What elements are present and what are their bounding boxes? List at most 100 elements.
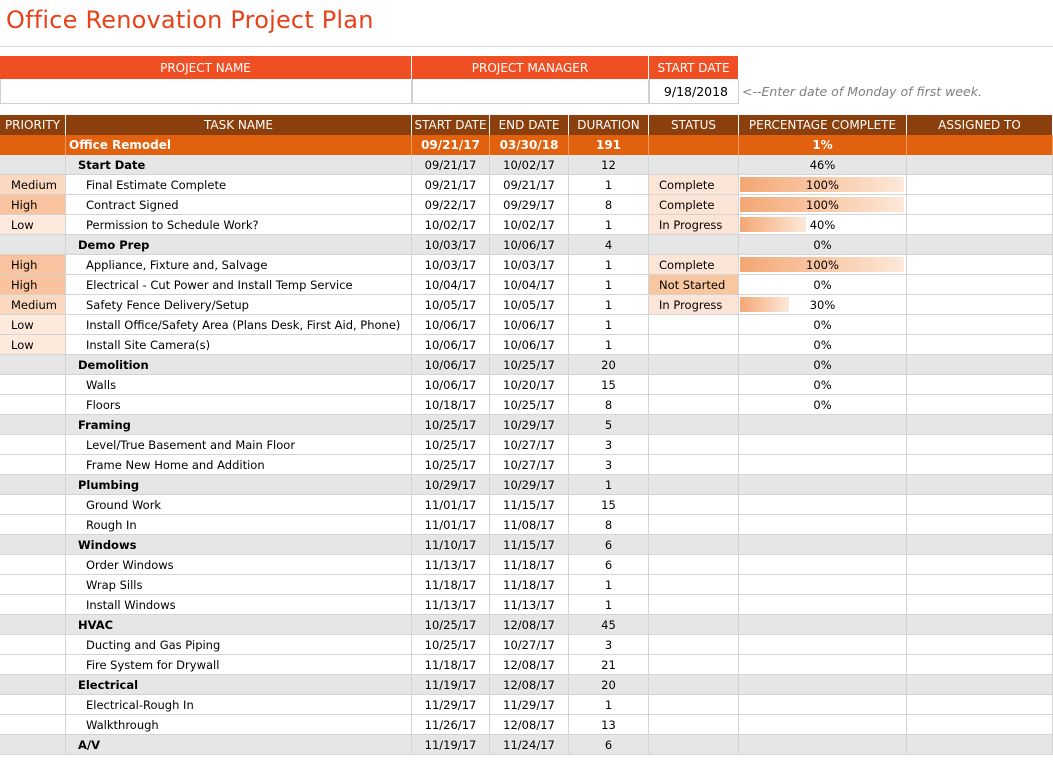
assigned-to-cell[interactable] [907, 255, 1053, 274]
group-row[interactable]: Demo Prep 10/03/17 10/06/17 4 0% [0, 235, 1053, 255]
duration-cell[interactable]: 20 [569, 675, 649, 694]
assigned-to-cell[interactable] [907, 695, 1053, 714]
duration-cell[interactable]: 6 [569, 735, 649, 754]
start-date-cell[interactable]: 11/29/17 [412, 695, 490, 714]
task-name-cell[interactable]: Rough In [66, 515, 412, 534]
status-cell[interactable] [649, 495, 739, 514]
duration-cell[interactable]: 8 [569, 395, 649, 414]
summary-row[interactable]: Office Remodel 09/21/17 03/30/18 191 1% [0, 135, 1053, 155]
task-row[interactable]: Low Permission to Schedule Work? 10/02/17 1… [0, 215, 1053, 235]
col-assigned-to[interactable]: ASSIGNED TO [907, 115, 1053, 135]
status-cell[interactable] [649, 575, 739, 594]
start-date-cell[interactable]: 09/22/17 [412, 195, 490, 214]
end-date-cell[interactable]: 10/06/17 [490, 315, 569, 334]
priority-cell[interactable] [0, 235, 66, 254]
priority-cell[interactable] [0, 475, 66, 494]
col-priority[interactable]: PRIORITY [0, 115, 66, 135]
status-cell[interactable]: Complete [649, 175, 739, 194]
task-name-cell[interactable]: A/V [66, 735, 412, 754]
end-date-cell[interactable]: 10/02/17 [490, 215, 569, 234]
end-date-cell[interactable]: 09/21/17 [490, 175, 569, 194]
status-cell[interactable] [649, 515, 739, 534]
status-cell[interactable] [649, 695, 739, 714]
task-name-cell[interactable]: Windows [66, 535, 412, 554]
start-date-cell[interactable]: 10/06/17 [412, 355, 490, 374]
col-task-name[interactable]: TASK NAME [66, 115, 412, 135]
assigned-to-cell[interactable] [907, 575, 1053, 594]
status-cell[interactable] [649, 355, 739, 374]
start-date-cell[interactable]: 10/06/17 [412, 335, 490, 354]
task-row[interactable]: Medium Safety Fence Delivery/Setup 10/05/1… [0, 295, 1053, 315]
start-date-cell[interactable]: 10/03/17 [412, 235, 490, 254]
percent-complete-cell[interactable]: 0% [739, 375, 907, 394]
task-row[interactable]: High Contract Signed 09/22/17 09/29/17 8 Comp… [0, 195, 1053, 215]
priority-cell[interactable] [0, 495, 66, 514]
summary-duration[interactable]: 191 [569, 135, 649, 155]
assigned-to-cell[interactable] [907, 395, 1053, 414]
end-date-cell[interactable]: 10/05/17 [490, 295, 569, 314]
summary-status[interactable] [649, 135, 739, 155]
summary-assigned-to[interactable] [907, 135, 1053, 155]
task-row[interactable]: Medium Final Estimate Complete 09/21/17 09/… [0, 175, 1053, 195]
duration-cell[interactable]: 3 [569, 435, 649, 454]
task-name-cell[interactable]: Walls [66, 375, 412, 394]
end-date-cell[interactable]: 11/15/17 [490, 495, 569, 514]
status-cell[interactable] [649, 395, 739, 414]
end-date-cell[interactable]: 10/04/17 [490, 275, 569, 294]
end-date-cell[interactable]: 11/18/17 [490, 575, 569, 594]
start-date-cell[interactable]: 10/25/17 [412, 635, 490, 654]
assigned-to-cell[interactable] [907, 155, 1053, 174]
end-date-cell[interactable]: 10/02/17 [490, 155, 569, 174]
priority-cell[interactable] [0, 435, 66, 454]
percent-complete-cell[interactable]: 0% [739, 335, 907, 354]
start-date-cell[interactable]: 9/18/2018 [649, 79, 739, 104]
task-row[interactable]: Low Install Site Camera(s) 10/06/17 10/06/1… [0, 335, 1053, 355]
percent-complete-cell[interactable]: 40% [739, 215, 907, 234]
task-row[interactable]: Electrical-Rough In 11/29/17 11/29/17 1 [0, 695, 1053, 715]
start-date-cell[interactable]: 11/01/17 [412, 495, 490, 514]
duration-cell[interactable]: 1 [569, 575, 649, 594]
end-date-cell[interactable]: 10/27/17 [490, 455, 569, 474]
summary-task-name[interactable]: Office Remodel [66, 135, 412, 155]
task-name-cell[interactable]: Ducting and Gas Piping [66, 635, 412, 654]
priority-cell[interactable] [0, 155, 66, 174]
end-date-cell[interactable]: 10/06/17 [490, 335, 569, 354]
priority-cell[interactable] [0, 715, 66, 734]
task-row[interactable]: Walkthrough 11/26/17 12/08/17 13 [0, 715, 1053, 735]
start-date-cell[interactable]: 10/25/17 [412, 415, 490, 434]
duration-cell[interactable]: 6 [569, 535, 649, 554]
duration-cell[interactable]: 12 [569, 155, 649, 174]
end-date-cell[interactable]: 12/08/17 [490, 655, 569, 674]
task-row[interactable]: Level/True Basement and Main Floor 10/25/… [0, 435, 1053, 455]
assigned-to-cell[interactable] [907, 515, 1053, 534]
task-name-cell[interactable]: Plumbing [66, 475, 412, 494]
task-row[interactable]: Ground Work 11/01/17 11/15/17 15 [0, 495, 1053, 515]
status-cell[interactable] [649, 235, 739, 254]
priority-cell[interactable]: Low [0, 315, 66, 334]
priority-cell[interactable] [0, 695, 66, 714]
assigned-to-cell[interactable] [907, 475, 1053, 494]
task-row[interactable]: Rough In 11/01/17 11/08/17 8 [0, 515, 1053, 535]
duration-cell[interactable]: 1 [569, 595, 649, 614]
start-date-cell[interactable]: 10/06/17 [412, 315, 490, 334]
priority-cell[interactable] [0, 735, 66, 754]
status-cell[interactable] [649, 615, 739, 634]
percent-complete-cell[interactable] [739, 695, 907, 714]
priority-cell[interactable] [0, 675, 66, 694]
end-date-cell[interactable]: 12/08/17 [490, 675, 569, 694]
percent-complete-cell[interactable] [739, 475, 907, 494]
end-date-cell[interactable]: 12/08/17 [490, 715, 569, 734]
percent-complete-cell[interactable] [739, 455, 907, 474]
start-date-cell[interactable]: 10/18/17 [412, 395, 490, 414]
priority-cell[interactable] [0, 455, 66, 474]
task-row[interactable]: High Electrical - Cut Power and Install T… [0, 275, 1053, 295]
assigned-to-cell[interactable] [907, 495, 1053, 514]
status-cell[interactable] [649, 735, 739, 754]
col-status[interactable]: STATUS [649, 115, 739, 135]
assigned-to-cell[interactable] [907, 215, 1053, 234]
task-name-cell[interactable]: Demo Prep [66, 235, 412, 254]
percent-complete-cell[interactable]: 0% [739, 275, 907, 294]
assigned-to-cell[interactable] [907, 335, 1053, 354]
priority-cell[interactable] [0, 655, 66, 674]
status-cell[interactable]: Not Started [649, 275, 739, 294]
